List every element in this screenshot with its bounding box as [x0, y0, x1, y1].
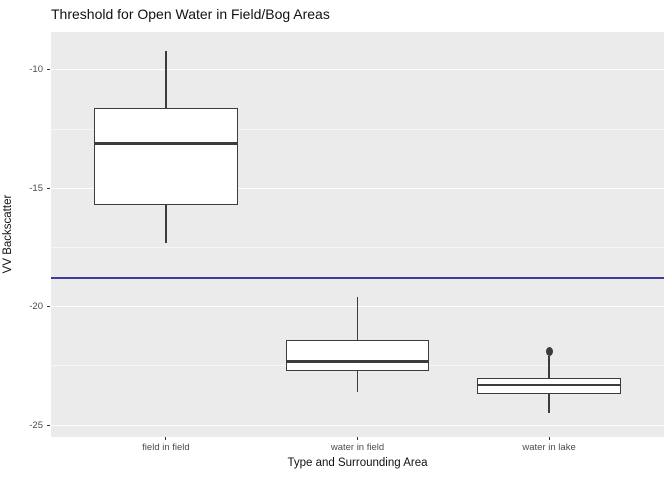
- y-tick-mark: [47, 69, 50, 71]
- outlier-point: [545, 347, 553, 357]
- y-tick-mark: [47, 306, 50, 308]
- boxplot-median: [285, 359, 430, 363]
- y-tick-label: -20: [29, 301, 43, 313]
- x-tick-label: water in field: [330, 442, 385, 453]
- gridline-minor: [51, 247, 664, 249]
- boxplot-lower-whisker: [165, 204, 167, 243]
- plot-panel: [51, 32, 664, 437]
- x-tick-mark: [357, 437, 358, 440]
- boxplot-upper-whisker: [165, 50, 167, 108]
- gridline-major: [51, 424, 664, 426]
- y-tick-mark: [47, 187, 50, 189]
- y-tick-mark: [47, 424, 50, 426]
- plot-title: Threshold for Open Water in Field/Bog Ar…: [51, 6, 330, 22]
- y-tick-label: -15: [29, 182, 43, 194]
- x-tick-mark: [165, 437, 167, 440]
- boxplot-lower-whisker: [356, 370, 359, 392]
- boxplot-box: [285, 339, 430, 371]
- boxplot-upper-whisker: [548, 356, 550, 378]
- gridline-minor: [51, 128, 664, 130]
- x-axis-title: Type and Surrounding Area: [287, 457, 428, 469]
- y-tick-label: -25: [29, 419, 43, 431]
- gridline-major: [51, 69, 664, 71]
- x-tick-mark: [548, 437, 550, 440]
- boxplot-lower-whisker: [548, 394, 550, 414]
- y-tick-label: -10: [29, 64, 43, 76]
- boxplot-median: [477, 383, 621, 387]
- x-tick-label: water in lake: [522, 442, 576, 453]
- boxplot-box: [94, 107, 238, 205]
- boxplot-median: [94, 142, 238, 145]
- gridline-major: [51, 187, 664, 189]
- boxplot-upper-whisker: [356, 297, 359, 340]
- threshold-line: [51, 277, 664, 280]
- x-tick-label: field in field: [142, 442, 190, 453]
